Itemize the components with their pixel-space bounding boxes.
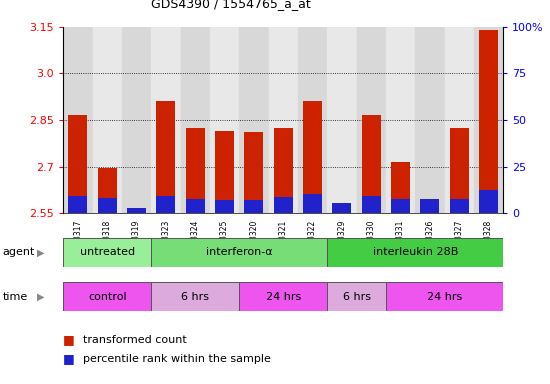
Bar [156,101,175,213]
Bar [127,209,146,213]
Bar [327,282,386,311]
Text: agent: agent [3,247,35,258]
Text: interleukin 28B: interleukin 28B [372,247,458,258]
Text: interferon-α: interferon-α [206,247,273,258]
Bar [362,196,381,213]
Bar [68,115,87,213]
Text: control: control [88,291,126,302]
Text: percentile rank within the sample: percentile rank within the sample [82,354,271,364]
Bar [274,197,293,213]
Text: ■: ■ [63,333,75,346]
Text: time: time [3,291,28,302]
Bar [327,27,356,213]
Bar [215,200,234,213]
Bar [450,199,469,213]
Text: 6 hrs: 6 hrs [343,291,371,302]
Bar [274,128,293,213]
Bar [244,200,263,213]
Bar [268,27,298,213]
Bar [156,196,175,213]
Bar [244,132,263,213]
Bar [450,128,469,213]
Bar [151,238,327,267]
Bar [239,282,327,311]
Bar [186,199,205,213]
Bar [362,115,381,213]
Bar [386,27,415,213]
Bar [63,282,151,311]
Bar [420,209,439,213]
Bar [391,162,410,213]
Bar [63,238,151,267]
Bar [180,27,210,213]
Bar [332,209,351,213]
Bar [68,196,87,213]
Bar [303,101,322,213]
Text: untreated: untreated [80,247,135,258]
Bar [444,27,474,213]
Text: 24 hrs: 24 hrs [427,291,462,302]
Bar [415,27,444,213]
Bar [356,27,386,213]
Bar [239,27,268,213]
Bar [303,194,322,213]
Bar [391,199,410,213]
Bar [479,30,498,213]
Bar [92,27,122,213]
Bar [479,190,498,213]
Text: 6 hrs: 6 hrs [182,291,209,302]
Text: transformed count: transformed count [82,335,186,345]
Bar [332,204,351,213]
Bar [215,131,234,213]
Bar [474,27,503,213]
Bar [127,210,146,213]
Bar [98,168,117,213]
Bar [122,27,151,213]
Text: GDS4390 / 1554765_a_at: GDS4390 / 1554765_a_at [151,0,310,10]
Text: ▶: ▶ [37,247,45,258]
Bar [186,128,205,213]
Bar [63,27,92,213]
Bar [210,27,239,213]
Text: ■: ■ [63,353,75,366]
Bar [151,282,239,311]
Bar [420,199,439,213]
Bar [298,27,327,213]
Bar [386,282,503,311]
Bar [151,27,180,213]
Text: 24 hrs: 24 hrs [266,291,301,302]
Bar [327,238,503,267]
Bar [98,198,117,213]
Text: ▶: ▶ [37,291,45,302]
